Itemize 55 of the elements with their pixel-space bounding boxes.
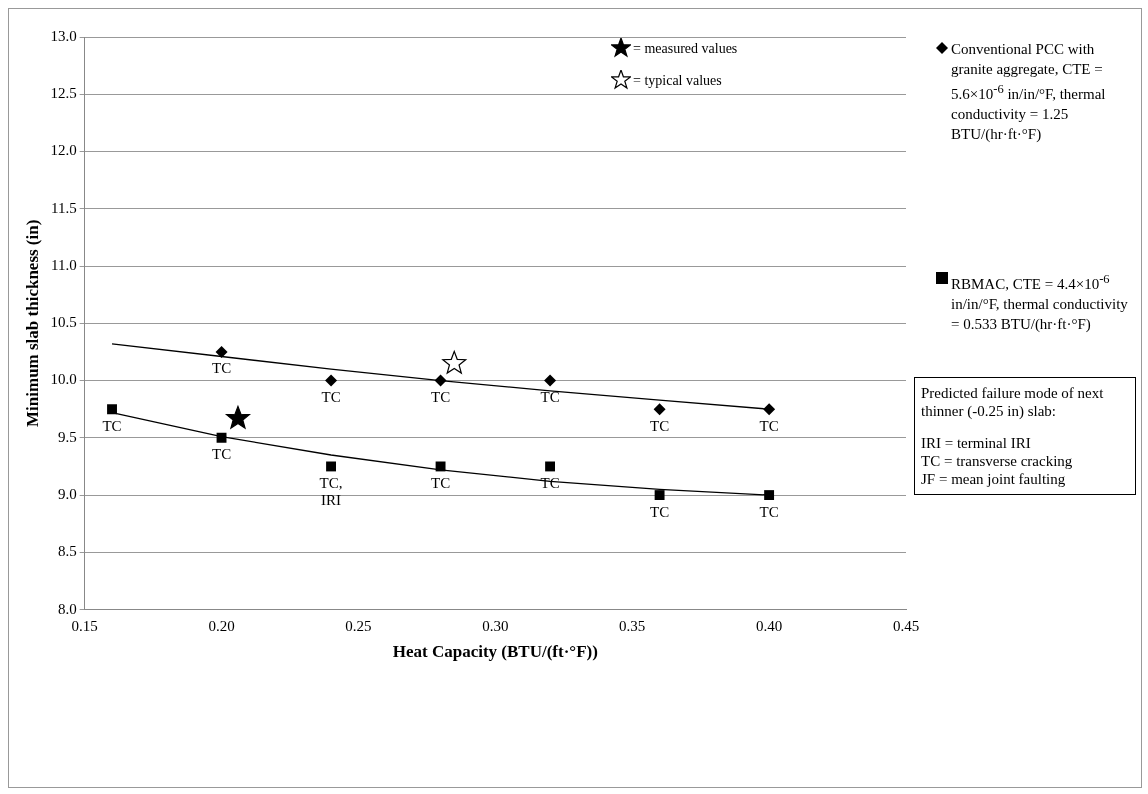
x-tick-label: 0.35 xyxy=(619,617,646,634)
text: JF = mean joint faulting xyxy=(921,470,1067,488)
x-tick-label: 0.20 xyxy=(208,617,235,634)
data-label: TC xyxy=(102,417,122,434)
data-label: TC, IRI xyxy=(319,474,343,508)
x-tick-label: 0.25 xyxy=(345,617,372,634)
legend-label: RBMAC, CTE = 4.4×10$^{-6}$ in/in/°F, thermal conductivity = 0.533 BTU/(hr·ft·°F) xyxy=(951,271,1129,334)
y-axis-title: Minimum slab thickness (in) xyxy=(22,219,42,427)
point xyxy=(215,345,228,358)
text: TC = transverse cracking xyxy=(921,452,1074,470)
data-label: TC xyxy=(650,503,670,520)
y-tick-label: 11.5 xyxy=(50,199,77,216)
point xyxy=(326,461,337,472)
data-label: TC xyxy=(540,389,560,405)
x-axis-title: Heat Capacity (BTU/(ft·°F)) xyxy=(392,642,598,662)
y-tick-label: 10.0 xyxy=(50,371,77,388)
point xyxy=(325,374,338,387)
point xyxy=(442,350,467,374)
point xyxy=(654,490,665,501)
point xyxy=(216,432,227,443)
data-label: TC xyxy=(430,474,451,491)
x-tick-label: 0.30 xyxy=(482,617,509,634)
point xyxy=(763,403,776,416)
y-tick-label: 9.5 xyxy=(57,428,77,445)
data-label: TC xyxy=(650,417,670,434)
x-tick-label: 0.15 xyxy=(71,617,98,634)
point xyxy=(653,403,666,416)
y-tick-label: 10.5 xyxy=(50,314,77,331)
data-label: TC xyxy=(759,417,779,434)
data-label: TC xyxy=(211,360,232,377)
x-tick-label: 0.45 xyxy=(892,617,920,634)
data-label: TC xyxy=(759,503,779,520)
point xyxy=(764,490,775,501)
point xyxy=(107,404,117,415)
y-tick-label: 12.5 xyxy=(50,85,77,102)
x-tick-label: 0.40 xyxy=(755,617,783,634)
point xyxy=(225,405,250,429)
legend-label: = measured values xyxy=(633,40,738,58)
point xyxy=(435,461,446,472)
y-tick-label: 13.0 xyxy=(50,27,77,44)
y-tick-label: 11.0 xyxy=(50,256,77,273)
data-label: TC xyxy=(430,389,451,405)
text: IRI = terminal IRI xyxy=(921,434,1032,452)
legend-label: Conventional PCC with granite aggregate, CTE = 5.6×10$^{-6}$ in/in/°F, thermal conductivity = 1.25 BTU/(hr·ft·°F) xyxy=(951,40,1107,144)
point xyxy=(545,461,556,472)
y-tick-label: 9.0 xyxy=(57,486,77,503)
data-label: TC xyxy=(321,389,341,405)
legend-label: = typical values xyxy=(633,72,722,90)
y-tick-label: 12.0 xyxy=(50,142,77,159)
point xyxy=(544,374,557,387)
point xyxy=(434,374,447,387)
text: Predicted failure mode of next thinner (-0.25 in) slab: xyxy=(921,384,1105,420)
data-label: TC xyxy=(211,446,232,463)
y-tick-label: 8.0 xyxy=(57,600,77,617)
y-tick-label: 8.5 xyxy=(57,543,77,560)
